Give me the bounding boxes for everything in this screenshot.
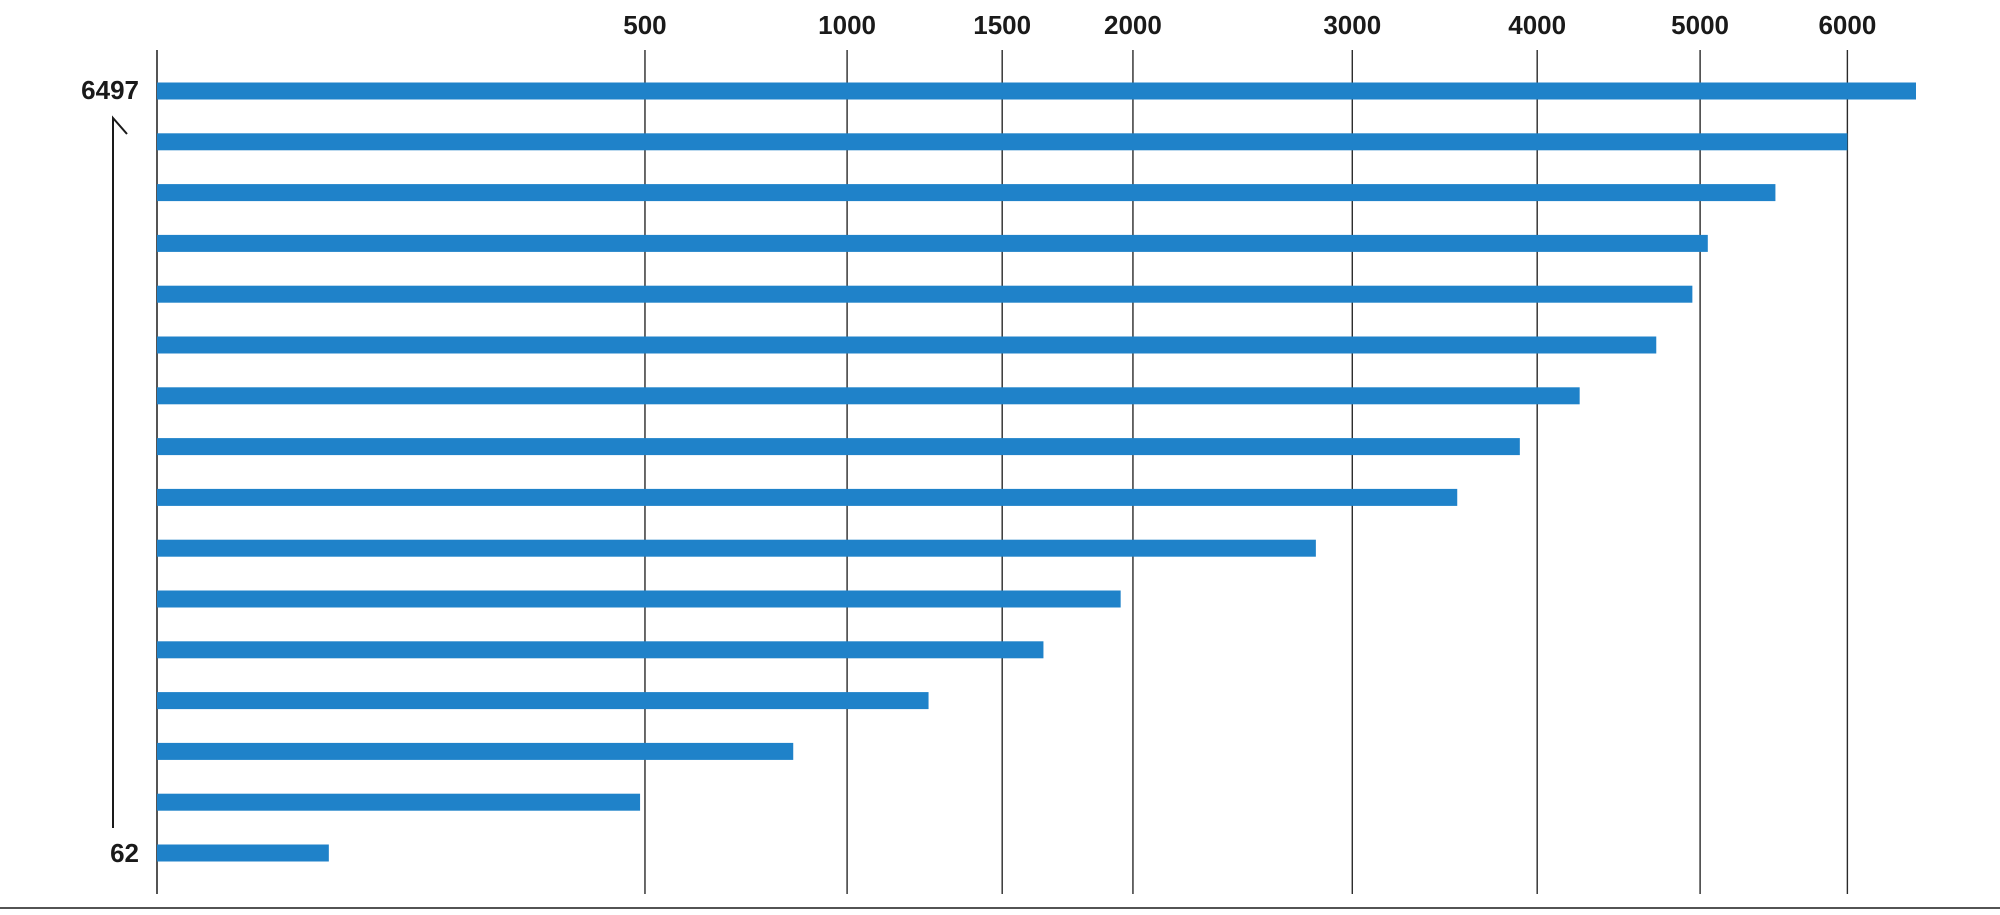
- tick-label: 1500: [973, 10, 1031, 40]
- bar: [157, 82, 1916, 100]
- bar: [157, 844, 329, 862]
- bars: [157, 82, 1916, 862]
- range-annotation: 6497 62: [81, 75, 139, 868]
- bar: [157, 336, 1657, 354]
- tick-label: 1000: [818, 10, 876, 40]
- bar: [157, 387, 1580, 405]
- bar: [157, 692, 929, 710]
- bar: [157, 590, 1121, 608]
- bar: [157, 285, 1693, 303]
- tick-label: 6000: [1818, 10, 1876, 40]
- bar: [157, 742, 794, 760]
- bar: [157, 539, 1316, 557]
- range-min-label: 62: [110, 838, 139, 868]
- tick-label: 4000: [1508, 10, 1566, 40]
- bar: [157, 438, 1520, 456]
- range-bracket: [112, 115, 128, 828]
- bar: [157, 488, 1458, 506]
- bar: [157, 133, 1848, 151]
- tick-label: 500: [623, 10, 666, 40]
- bar: [157, 641, 1044, 659]
- bar: [157, 234, 1708, 252]
- gridlines: [0, 50, 2000, 909]
- bar: [157, 793, 641, 811]
- tick-label: 2000: [1104, 10, 1162, 40]
- tick-labels: 500 1000 1500 2000 3000 4000 5000 6000: [623, 10, 1876, 40]
- range-max-label: 6497: [81, 75, 139, 105]
- tick-label: 3000: [1323, 10, 1381, 40]
- tick-label: 5000: [1671, 10, 1729, 40]
- bar: [157, 184, 1776, 202]
